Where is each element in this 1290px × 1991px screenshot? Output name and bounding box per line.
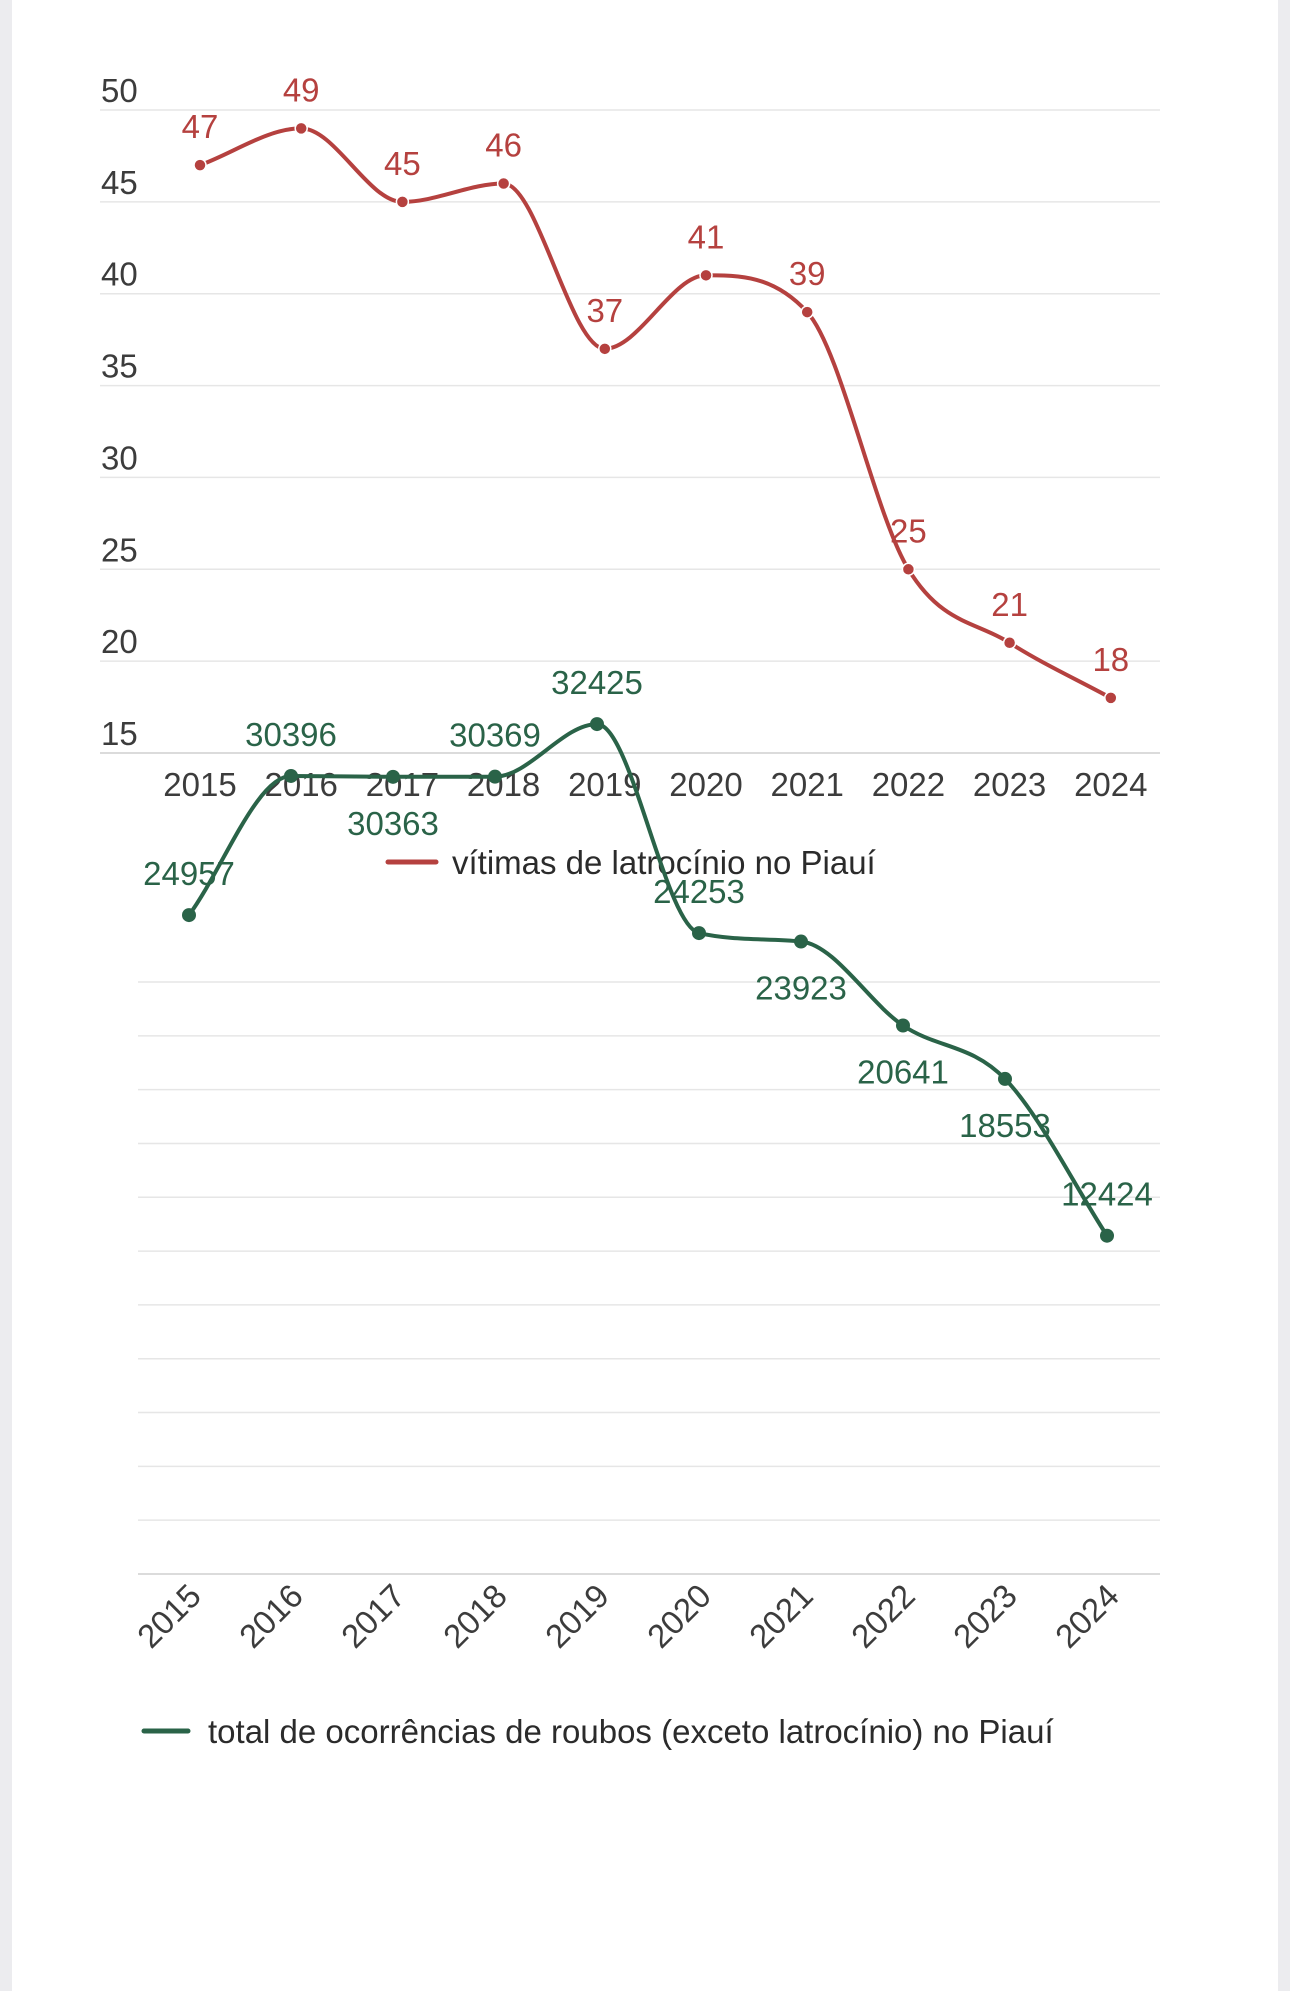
x-tick-label: 2023 — [973, 766, 1046, 803]
data-label: 18553 — [959, 1107, 1051, 1144]
y-tick-label: 30 — [101, 439, 138, 476]
chart-robberies: 2015 2016 2017 2018 2019 2020 2021 2022 2023 2024… — [130, 664, 1160, 1750]
data-label: 18 — [1092, 641, 1129, 678]
data-point — [896, 1018, 910, 1033]
y-tick-label: 15 — [101, 715, 138, 752]
data-label: 39 — [789, 255, 826, 292]
data-label: 41 — [688, 218, 725, 255]
data-point — [800, 305, 814, 319]
x-tick-label: 2015 — [163, 766, 236, 803]
x-tick-label: 2017 — [366, 766, 439, 803]
x-tick-label: 2018 — [467, 766, 540, 803]
data-point — [794, 934, 808, 949]
x-tick-label: 2017 — [334, 1577, 412, 1655]
x-tick-label: 2019 — [538, 1577, 616, 1655]
data-point — [590, 717, 604, 732]
y-tick-label: 35 — [101, 348, 138, 385]
data-point — [294, 121, 308, 136]
data-label: 30369 — [449, 717, 541, 754]
x-tick-label: 2020 — [669, 766, 742, 803]
data-point — [496, 176, 511, 191]
data-point — [1100, 1228, 1114, 1243]
data-point — [193, 158, 207, 172]
data-point — [1104, 691, 1118, 705]
x-tick-label: 2021 — [742, 1577, 820, 1655]
y-tick-label: 50 — [101, 72, 138, 109]
y-tick-label: 40 — [101, 256, 138, 293]
x-tick-label: 2016 — [232, 1577, 310, 1655]
series-line — [199, 126, 1112, 700]
data-label: 23923 — [755, 970, 847, 1007]
y-tick-label: 45 — [101, 164, 138, 201]
data-point — [1002, 636, 1017, 650]
data-label: 37 — [586, 292, 623, 329]
data-point — [998, 1071, 1012, 1086]
data-point — [699, 268, 713, 283]
series-line — [187, 722, 1109, 1237]
x-tick-label: 2024 — [1048, 1577, 1126, 1655]
x-tick-label: 2020 — [640, 1577, 718, 1655]
data-point — [395, 195, 410, 209]
data-label: 24253 — [653, 873, 745, 910]
data-label: 20641 — [857, 1054, 949, 1091]
data-point — [386, 769, 400, 784]
x-tick-label: 2018 — [436, 1577, 514, 1655]
data-label: 49 — [283, 71, 320, 108]
data-point — [488, 769, 502, 784]
y-tick-label: 20 — [101, 623, 138, 660]
x-tick-label: 2015 — [130, 1577, 208, 1655]
data-label: 12424 — [1061, 1176, 1153, 1213]
data-label: 47 — [182, 108, 219, 145]
data-label: 30363 — [347, 805, 439, 842]
x-tick-label: 2016 — [264, 766, 337, 803]
x-tick-label: 2022 — [844, 1577, 922, 1655]
data-label: 32425 — [551, 664, 643, 701]
page-card — [12, 0, 1278, 1991]
x-tick-label: 2021 — [770, 766, 843, 803]
x-tick-label: 2024 — [1074, 766, 1147, 803]
data-label: 25 — [890, 512, 927, 549]
data-point — [598, 342, 612, 356]
data-point — [692, 926, 706, 941]
data-point — [182, 908, 196, 923]
legend-label: total de ocorrências de roubos (exceto l… — [208, 1713, 1054, 1750]
x-tick-label: 2023 — [946, 1577, 1024, 1655]
data-label: 46 — [485, 126, 522, 163]
y-tick-label: 25 — [101, 531, 138, 568]
data-label: 30396 — [245, 716, 337, 753]
data-label: 45 — [384, 145, 421, 182]
data-point — [284, 768, 298, 783]
data-label: 24957 — [143, 855, 235, 892]
x-tick-label: 2022 — [872, 766, 945, 803]
data-label: 21 — [991, 586, 1028, 623]
data-point — [901, 562, 916, 577]
